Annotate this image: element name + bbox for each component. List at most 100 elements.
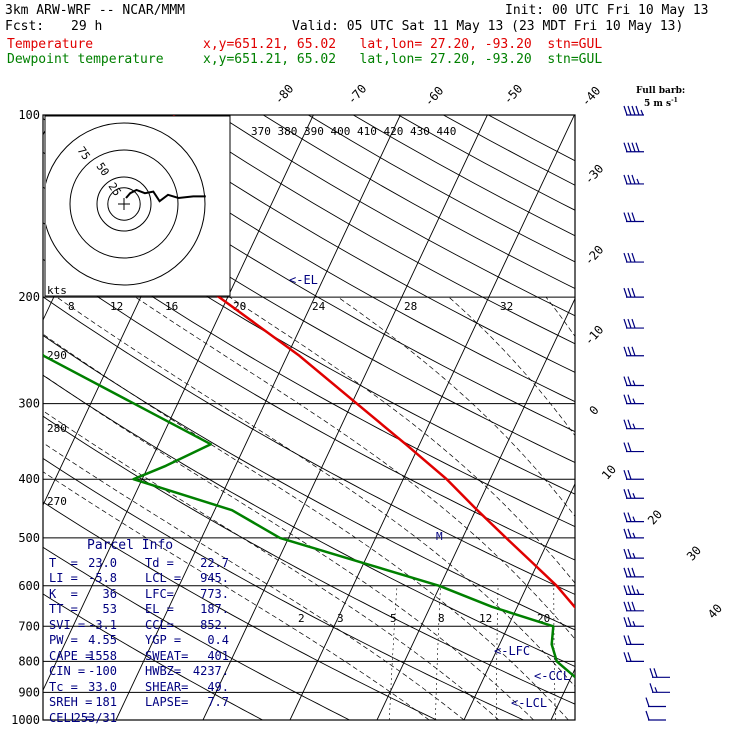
dry-adiabat — [43, 151, 575, 463]
wind-barb-flag — [627, 394, 632, 404]
dry-adiabat — [43, 546, 351, 720]
wind-barbs — [623, 105, 670, 721]
wind-barb-flag — [631, 212, 636, 222]
parcel-param-value: 945. — [200, 571, 229, 585]
parcel-param-label: EL = — [145, 602, 174, 616]
wind-barb — [623, 318, 644, 329]
parcel-param-value: -5.8 — [88, 571, 117, 585]
parcel-param-value: 4237. — [192, 664, 229, 678]
wind-barb-flag — [631, 105, 636, 116]
wind-barb — [649, 683, 670, 693]
wind-barb-flag — [623, 617, 628, 627]
wind-barb — [623, 489, 644, 499]
temperature-legend: Temperature — [7, 37, 94, 52]
mixing-ratio-label: 28 — [404, 300, 417, 313]
pressure-label-500: 500 — [18, 531, 40, 545]
hodograph-box — [44, 115, 231, 297]
wind-barb-flag — [627, 212, 632, 222]
pressure-label-1000: 1000 — [11, 713, 40, 727]
wind-barb-half — [632, 380, 636, 386]
wind-barb — [623, 212, 644, 223]
dry-adiabat — [43, 415, 575, 705]
pressure-label-700: 700 — [18, 619, 40, 633]
pressure-label-600: 600 — [18, 579, 40, 593]
wind-barb — [623, 252, 644, 263]
isotherm-label: 20 — [645, 507, 665, 527]
barb-legend-value: 5 m s — [644, 99, 672, 109]
theta-e-label: 410 — [357, 125, 377, 138]
parcel-row: SREH = 181 LAPSE= 7.7 — [45, 695, 235, 711]
mixing-ratio-line — [435, 585, 441, 720]
mixing-ratio-label-lower: 8 — [438, 612, 445, 625]
wind-barb-flag — [627, 635, 632, 645]
wind-barb-flag — [623, 548, 628, 559]
isotherm-line — [376, 297, 575, 720]
theta-label: 290 — [47, 349, 67, 362]
wind-barb — [623, 601, 644, 612]
wind-barb-half — [636, 178, 640, 185]
parcel-param-label: SHEAR= — [145, 679, 189, 694]
barb-legend: Full barb: 5 m s-1 — [636, 86, 685, 109]
theta-e-label: 430 — [410, 125, 430, 138]
theta-label: 270 — [47, 495, 67, 508]
wind-barb-flag — [623, 528, 628, 539]
isobar-lines — [42, 114, 576, 721]
isotherm-label: -50 — [501, 82, 526, 107]
pressure-label-200: 200 — [18, 290, 40, 304]
wind-barb-flag — [623, 652, 628, 662]
dry-adiabat — [43, 501, 438, 720]
wind-barb — [623, 376, 644, 387]
dry-adiabat — [488, 115, 575, 162]
wind-barb-half — [632, 423, 636, 429]
mixing-ratio-line — [496, 585, 499, 720]
dry-adiabat — [172, 115, 575, 345]
parcel-param-label: Td = — [145, 555, 174, 570]
wind-barb-flag — [627, 376, 632, 386]
plot-frame — [42, 114, 576, 721]
mixing-ratio-line — [553, 585, 556, 720]
wind-barb-flag — [623, 212, 628, 222]
dry-adiabat — [43, 457, 525, 720]
parcel-row: SVI = -3.1 CCL= 852. — [45, 618, 235, 634]
moist-adiabat — [337, 296, 575, 517]
dry-adiabat — [43, 222, 575, 528]
wind-barb — [623, 512, 644, 523]
dry-adiabat — [43, 374, 575, 667]
wind-barb-flag — [649, 683, 654, 693]
parcel-info-rows: T = 23.0 Td = 22.7 LI = -5.8 LCL = 945. K = 36 LFC… — [45, 556, 235, 727]
wind-barb — [623, 567, 644, 578]
parcel-param-value: -3.1 — [88, 617, 117, 632]
isotherm-label: -80 — [272, 82, 297, 107]
parcel-param-value: 401 — [207, 648, 229, 663]
mixing-ratio-label-lower: 12 — [479, 612, 492, 625]
wind-barb-flag — [649, 668, 654, 678]
parcel-param-value: 36 — [102, 586, 117, 601]
parcel-param-value: 7.7 — [207, 695, 229, 709]
hodograph-ring-label: 75 — [75, 144, 93, 162]
level-marker-lcl: <-LCL — [511, 696, 547, 710]
mixing-ratio-label-lower: 2 — [298, 612, 305, 625]
wind-barb — [623, 105, 644, 116]
theta-e-label: 390 — [304, 125, 324, 138]
theta-e-label: 440 — [437, 125, 457, 138]
wind-barb — [623, 617, 644, 627]
dewpoint-legend: Dewpoint temperature — [7, 52, 164, 67]
parcel-row: LI = -5.8 LCL = 945. — [45, 571, 235, 587]
parcel-param-label: T = — [49, 555, 78, 570]
isotherm-label: 10 — [599, 462, 619, 482]
wind-barb-flag — [623, 394, 628, 404]
barb-legend-title: Full barb: — [636, 86, 686, 96]
wind-barb-flag — [623, 585, 628, 595]
wind-barb — [623, 635, 644, 646]
wind-barb-flag — [631, 142, 636, 152]
wind-barb-flag — [623, 174, 628, 185]
wind-barb-flag — [631, 601, 636, 612]
moist-adiabat — [229, 296, 575, 584]
theta-e-label: 420 — [384, 125, 404, 138]
parcel-param-value: 53 — [102, 602, 117, 616]
wind-barb-flag — [627, 318, 632, 329]
wind-barb-flag — [627, 142, 632, 152]
theta-e-label: 370 — [251, 125, 271, 138]
wind-barb-flag — [627, 346, 632, 356]
wind-barb-flag — [631, 318, 636, 329]
